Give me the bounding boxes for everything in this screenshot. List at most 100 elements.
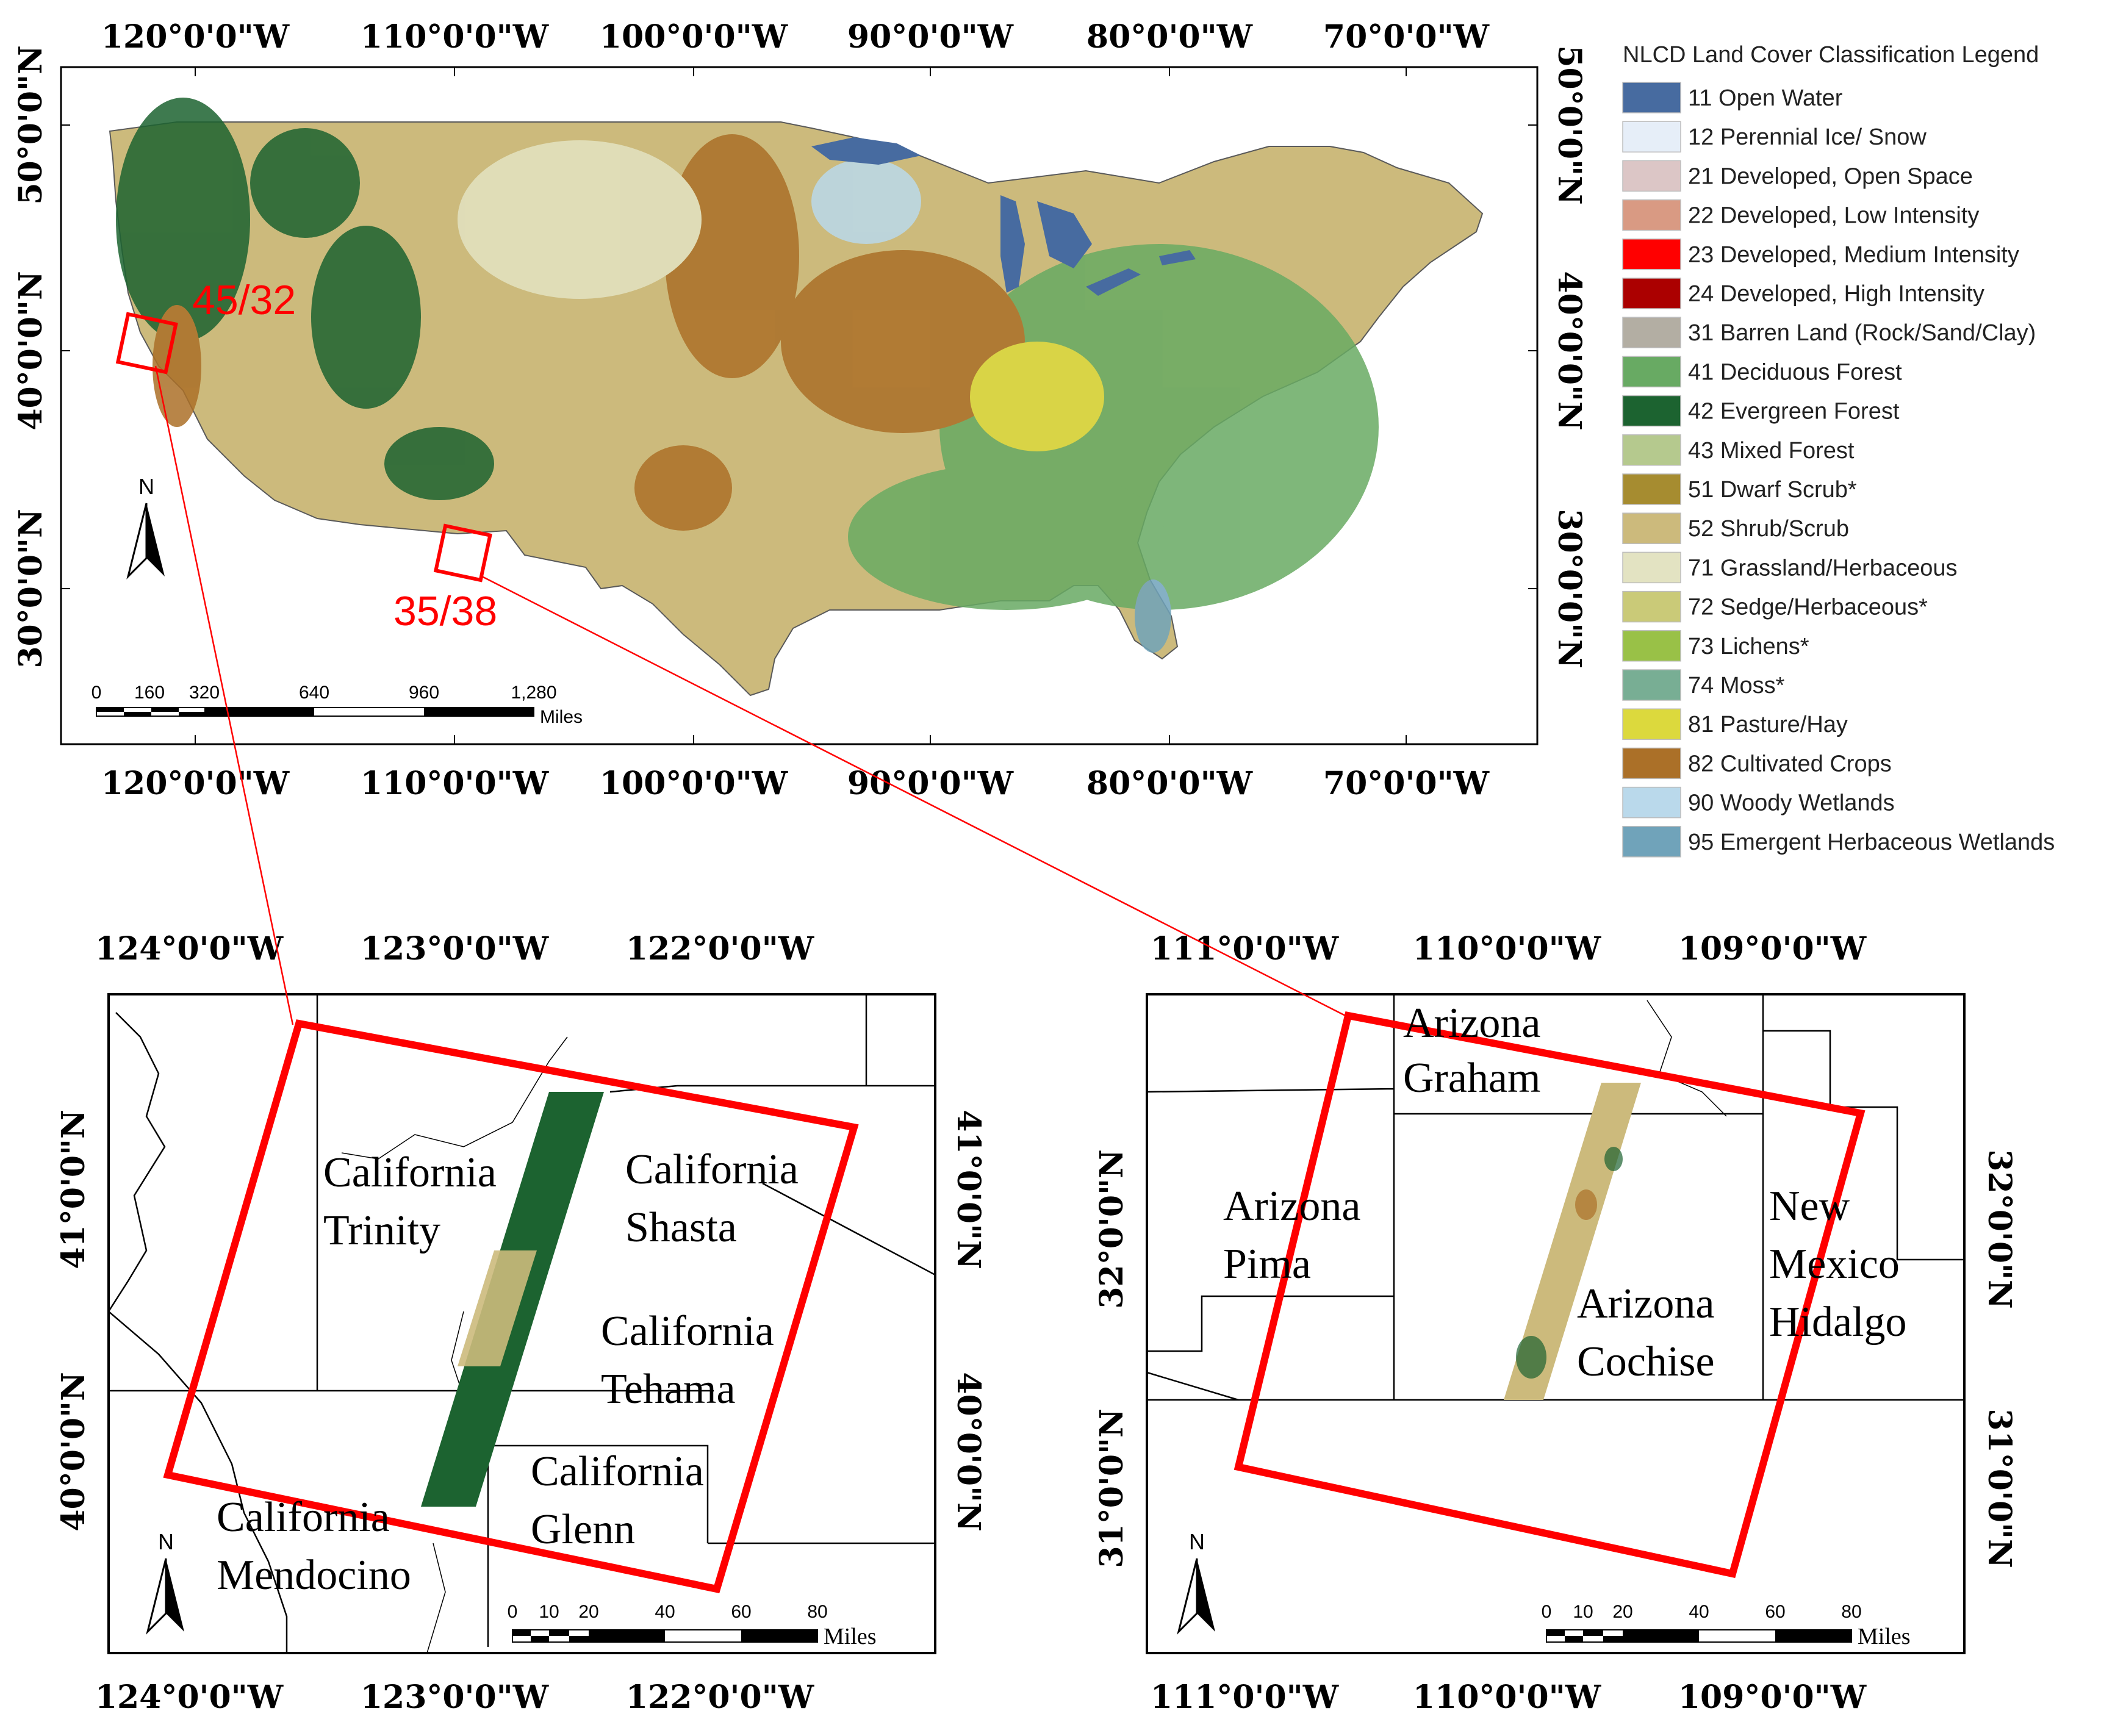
arizona-lat-left-0: 32°0'0"N	[1093, 1149, 1130, 1308]
svg-text:Miles: Miles	[540, 707, 583, 727]
arizona-county-label-pima: Arizona Pima	[1223, 1183, 1360, 1288]
svg-text:40: 40	[1689, 1602, 1709, 1622]
california-landsat-strip-shrub	[458, 1250, 537, 1366]
california-scale-bar: 0 10 20 40 60 80 Miles	[508, 1602, 877, 1649]
arizona-lon-top-2: 109°0'0"W	[1678, 930, 1867, 967]
svg-text:60: 60	[731, 1602, 751, 1622]
arizona-county-boundaries	[1147, 994, 1964, 1401]
overview-north-arrow-icon: N	[126, 474, 165, 579]
california-lat-left-0: 41°0'0"N	[55, 1110, 92, 1269]
svg-text:320: 320	[189, 683, 220, 703]
svg-text:N: N	[158, 1529, 174, 1554]
arizona-county-label-cochise: Arizona Cochise	[1577, 1280, 1715, 1385]
northwest-forest	[116, 98, 250, 342]
california-scene-box[interactable]	[163, 1019, 859, 1593]
california-county-label-glenn: California Glenn	[531, 1448, 704, 1553]
legend-label: 71 Grassland/Herbaceous	[1688, 555, 1957, 581]
great-plains-crops	[665, 134, 799, 378]
arizona-scene-box[interactable]	[1234, 1011, 1866, 1579]
overview-lat-left-0: 50°0'0"N	[12, 45, 49, 204]
overview-lat-left-1: 40°0'0"N	[12, 271, 49, 430]
legend-label: 95 Emergent Herbaceous Wetlands	[1688, 830, 2055, 855]
legend-label: 51 Dwarf Scrub*	[1688, 477, 1857, 503]
southeast-forest-region	[848, 464, 1165, 610]
legend-item: 73 Lichens*	[1622, 630, 1809, 662]
legend-label: 73 Lichens*	[1688, 634, 1809, 659]
legend-item: 11 Open Water	[1622, 82, 1843, 113]
northern-rockies-forest	[250, 128, 360, 238]
svg-text:Glenn: Glenn	[531, 1506, 635, 1553]
leader-lines	[154, 365, 1352, 1025]
svg-text:Mendocino: Mendocino	[217, 1552, 411, 1599]
rockies-forest	[311, 226, 421, 409]
legend-swatch	[1622, 121, 1681, 152]
legend-label: 90 Woody Wetlands	[1688, 791, 1895, 816]
svg-text:40: 40	[655, 1602, 675, 1622]
legend-item: 51 Dwarf Scrub*	[1622, 473, 1857, 505]
arizona-lon-bottom-1: 110°0'0"W	[1413, 1679, 1602, 1716]
legend-swatch	[1622, 356, 1681, 388]
legend-item: 31 Barren Land (Rock/Sand/Clay)	[1622, 317, 2036, 348]
legend-item: 41 Deciduous Forest	[1622, 356, 1902, 388]
legend-item: 24 Developed, High Intensity	[1622, 278, 1984, 309]
svg-text:Trinity: Trinity	[323, 1207, 440, 1254]
arizona-county-label-hidalgo: New Mexico Hidalgo	[1769, 1183, 1907, 1346]
legend-item: 90 Woody Wetlands	[1622, 786, 1895, 819]
svg-text:California: California	[531, 1448, 704, 1495]
lake-michigan	[1000, 195, 1025, 293]
leader-line-45-32	[154, 365, 294, 1025]
legend-item: 71 Grassland/Herbaceous	[1622, 551, 1957, 584]
legend-item: 95 Emergent Herbaceous Wetlands	[1622, 826, 2055, 858]
california-lon-top-1: 123°0'0"W	[361, 930, 550, 967]
arizona-strip-forest-patch-2	[1604, 1147, 1623, 1171]
svg-text:Arizona: Arizona	[1223, 1183, 1360, 1230]
legend-swatch	[1622, 473, 1681, 505]
overview-lon-top-5: 70°0'0"W	[1323, 18, 1490, 56]
legend-swatch	[1622, 551, 1681, 584]
lake-superior	[811, 137, 921, 165]
pasture-region	[970, 342, 1104, 451]
legend-item: 12 Perennial Ice/ Snow	[1622, 121, 1927, 152]
california-lon-top-2: 122°0'0"W	[626, 930, 815, 967]
svg-text:Graham: Graham	[1403, 1055, 1540, 1102]
legend-item: 43 Mixed Forest	[1622, 434, 1855, 466]
overview-lon-top-4: 80°0'0"W	[1086, 18, 1254, 56]
svg-text:California: California	[601, 1308, 774, 1355]
lake-huron	[1037, 201, 1092, 268]
legend-item: 52 Shrub/Scrub	[1622, 512, 1849, 544]
scene-label-45-32: 45/32	[192, 277, 296, 323]
overview-lat-right-1: 40°0'0"N	[1551, 271, 1588, 430]
legend-swatch	[1622, 395, 1681, 427]
svg-text:10: 10	[1573, 1602, 1593, 1622]
overview-lon-top-2: 100°0'0"W	[600, 18, 789, 56]
arizona-lon-top-1: 110°0'0"W	[1413, 930, 1602, 967]
svg-text:160: 160	[134, 683, 165, 703]
legend-swatch	[1622, 160, 1681, 192]
texas-crops	[634, 445, 732, 531]
california-county-label-tehama: California Tehama	[601, 1308, 774, 1413]
legend-label: 42 Evergreen Forest	[1688, 399, 1900, 425]
legend-label: 12 Perennial Ice/ Snow	[1688, 124, 1927, 150]
arizona-lat-left-1: 31°0'0"N	[1093, 1408, 1130, 1568]
svg-text:20: 20	[578, 1602, 598, 1622]
legend-item: 22 Developed, Low Intensity	[1622, 199, 1979, 231]
legend-swatch	[1622, 747, 1681, 780]
legend-swatch	[1622, 630, 1681, 662]
overview-map: 45/32 35/38 120°0'0"W 110°0'0"W 100°0'0"…	[12, 18, 1588, 802]
central-valley-crops	[153, 305, 201, 427]
svg-text:Miles: Miles	[1858, 1624, 1911, 1649]
overview-lon-bottom-0: 120°0'0"W	[101, 765, 290, 802]
legend-item: 82 Cultivated Crops	[1622, 747, 1892, 780]
legend-label: 22 Developed, Low Intensity	[1688, 203, 1979, 229]
legend-swatch	[1622, 708, 1681, 740]
california-county-label-trinity: California Trinity	[323, 1149, 497, 1254]
scene-box-35-38[interactable]	[433, 523, 492, 583]
legend-label: 41 Deciduous Forest	[1688, 359, 1902, 385]
svg-text:Miles: Miles	[824, 1624, 877, 1649]
overview-lon-top-0: 120°0'0"W	[101, 18, 290, 56]
arizona-strip-forest-patch	[1516, 1336, 1546, 1379]
legend-label: 74 Moss*	[1688, 673, 1785, 698]
northern-grassland	[458, 140, 702, 299]
scene-box-45-32[interactable]	[115, 312, 178, 375]
overview-lon-bottom-2: 100°0'0"W	[600, 765, 789, 802]
